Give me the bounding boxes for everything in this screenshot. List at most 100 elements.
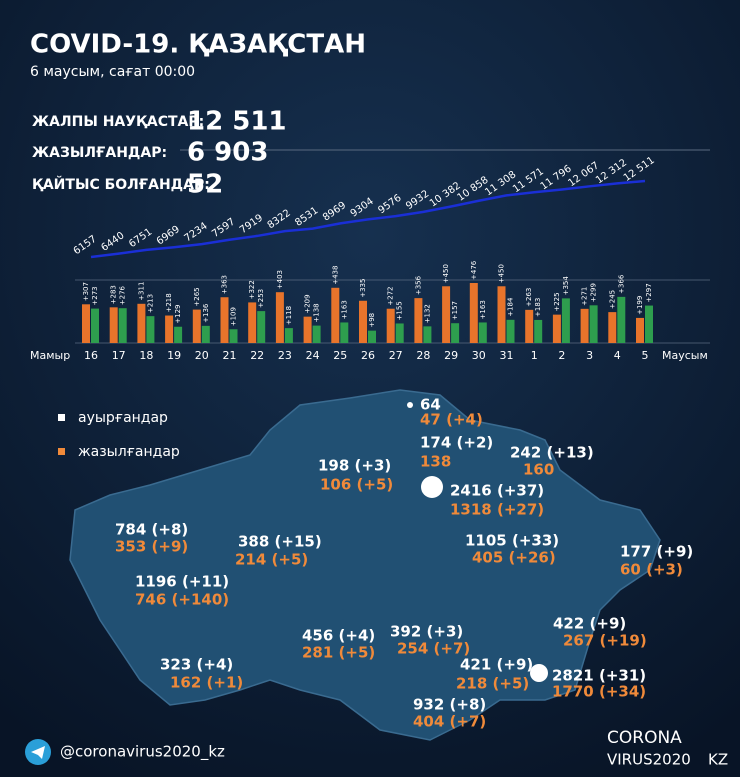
bar [165, 315, 174, 343]
bar [146, 316, 155, 343]
region-cases: 932 (+8) [413, 696, 486, 714]
bar [275, 292, 284, 343]
bar [312, 325, 321, 343]
region-recovered: 1770 (+34) [552, 683, 646, 701]
region-dot [407, 402, 413, 408]
x-tick-label: 18 [139, 349, 153, 362]
line [90, 179, 646, 259]
x-tick-label: 4 [614, 349, 621, 362]
region-cases: 392 (+3) [390, 623, 463, 641]
bar [442, 286, 451, 343]
logo-top: CORONA [607, 728, 682, 748]
legend-swatch [58, 414, 65, 421]
bar-label: +272 [387, 286, 395, 305]
x-tick-label: 27 [389, 349, 403, 362]
x-tick-label: 28 [416, 349, 430, 362]
region-cases: 388 (+15) [238, 533, 322, 551]
bar [368, 330, 376, 343]
region-cases: 2416 (+37) [450, 482, 544, 500]
bar [478, 322, 487, 343]
bar [386, 308, 395, 343]
bar [340, 322, 349, 343]
x-tick-label: 26 [361, 349, 375, 362]
bar [589, 305, 598, 343]
bar-label: +366 [617, 274, 625, 294]
bar-label: +450 [442, 264, 450, 283]
bar-label: +132 [423, 304, 431, 323]
bar [395, 323, 404, 343]
region-cases: 198 (+3) [318, 457, 391, 475]
x-tick-label: 31 [500, 349, 514, 362]
bar [617, 296, 626, 343]
region-cases: 422 (+9) [553, 615, 626, 633]
bar [257, 311, 266, 343]
bar [608, 312, 617, 343]
region-recovered: 162 (+1) [170, 674, 243, 692]
stat-label: ЖАЛПЫ НАУҚАСТАР: [32, 114, 204, 130]
bar-label: +283 [110, 285, 118, 304]
stat-label: ЖАЗЫЛҒАНДАР: [32, 145, 167, 161]
region-cases: 174 (+2) [420, 434, 493, 452]
bar [561, 298, 570, 343]
bar-label: +354 [562, 276, 570, 296]
x-tick-label: 16 [84, 349, 98, 362]
bar [109, 307, 118, 343]
x-tick-label: 22 [250, 349, 264, 362]
bar-label: +271 [581, 287, 589, 306]
city-dot [421, 476, 443, 498]
bar [469, 283, 478, 343]
bar [220, 297, 229, 343]
bar-label: +263 [525, 288, 533, 307]
bar-label: +363 [221, 275, 229, 294]
bar-label: +138 [313, 303, 321, 322]
x-tick-label: 19 [167, 349, 181, 362]
bar [91, 308, 99, 343]
region-recovered: 281 (+5) [302, 644, 375, 662]
region-cases: 177 (+9) [620, 543, 693, 561]
x-tick-label: 1 [531, 349, 538, 362]
bar [423, 326, 432, 343]
bar-label: +322 [248, 280, 256, 299]
region-cases: 421 (+9) [460, 656, 533, 674]
x-tick-label: 24 [306, 349, 320, 362]
bar-label: +129 [174, 305, 182, 324]
region-recovered: 160 [523, 461, 554, 479]
bar-label: +157 [451, 301, 459, 320]
bar [414, 298, 423, 343]
bar [331, 287, 340, 343]
bar [118, 308, 127, 343]
region-recovered: 746 (+140) [135, 591, 229, 609]
bar-label: +297 [645, 283, 653, 302]
bar-label: +307 [82, 282, 90, 301]
bar-label: +403 [276, 270, 284, 289]
bar-label: +311 [137, 282, 145, 301]
x-axis-start: Мамыр [30, 349, 70, 362]
region-recovered: 267 (+19) [563, 632, 647, 650]
region-recovered: 106 (+5) [320, 476, 393, 494]
bar-label: +218 [165, 293, 173, 312]
bar-label: +335 [359, 279, 367, 298]
bar-label: +136 [202, 303, 210, 323]
bar [248, 302, 257, 343]
region-recovered: 254 (+7) [397, 640, 470, 658]
x-tick-label: 29 [444, 349, 458, 362]
bar [359, 300, 367, 343]
bar-label: +183 [534, 298, 542, 317]
region-recovered: 1318 (+27) [450, 501, 544, 519]
x-tick-label: 20 [195, 349, 209, 362]
region-cases: 1105 (+33) [465, 532, 559, 550]
bar-label: +476 [470, 260, 478, 280]
bar-label: +118 [285, 306, 293, 325]
bar-label: +253 [257, 289, 265, 308]
bar [82, 304, 90, 343]
bar-label: +213 [146, 294, 154, 313]
bar-label: +225 [553, 292, 561, 311]
bar [174, 326, 183, 343]
x-tick-label: 5 [642, 349, 649, 362]
region-cases: 784 (+8) [115, 521, 188, 539]
stat-label: ҚАЙТЫС БОЛҒАНДАР: [32, 176, 210, 193]
x-tick-label: 17 [112, 349, 126, 362]
bar [229, 329, 238, 343]
